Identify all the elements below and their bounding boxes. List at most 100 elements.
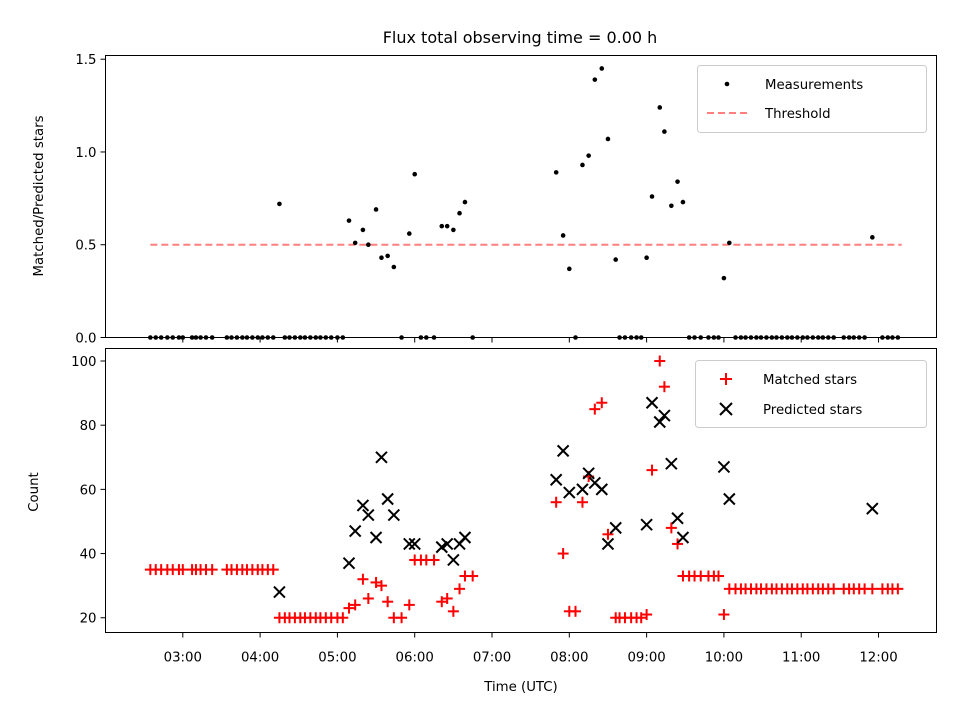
measurement-point (553, 170, 559, 175)
bottom-x-tick-label: 06:00 (396, 651, 434, 666)
legend-label-predicted-stars: Predicted stars (763, 403, 862, 418)
top-y-tick-label: 1.0 (75, 146, 96, 161)
bottom-plot-frame (105, 348, 937, 633)
measurement-point (277, 201, 282, 207)
predicted-star-point (362, 508, 375, 522)
bottom-x-tick-label: 10:00 (705, 651, 743, 666)
top-y-tick-label: 1.5 (75, 53, 96, 68)
matched-star-point (892, 583, 904, 595)
predicted-star-point (348, 524, 362, 538)
predicted-star-point (356, 499, 370, 512)
predicted-star-point (440, 537, 454, 551)
matched-star-point (713, 570, 725, 582)
matched-star-point (654, 355, 666, 367)
measurement-point (366, 242, 371, 248)
top-chart-title: Flux total observing time = 0.00 h (383, 28, 658, 47)
bottom-x-tick-label: 08:00 (550, 651, 588, 666)
matched-star-point (441, 592, 453, 604)
matched-star-point (396, 612, 408, 624)
measurement-point (721, 275, 727, 281)
matched-star-point (576, 496, 588, 508)
measurement-point (649, 194, 655, 199)
top-y-axis-label: Matched/Predicted stars (32, 115, 47, 276)
matched-star-point (428, 554, 440, 566)
legend-label-measurements: Measurements (765, 78, 863, 93)
matched-star-point (454, 583, 466, 595)
predicted-star-point (563, 486, 576, 499)
measurement-point (605, 136, 611, 142)
matched-star-point (718, 609, 730, 621)
predicted-star-point (595, 483, 608, 496)
top-plot-frame (105, 55, 937, 338)
predicted-star-point (723, 492, 736, 506)
legend-marker-predicted-stars (719, 402, 733, 416)
top-legend: Measurements Threshold (697, 65, 927, 133)
measurement-point (462, 199, 468, 205)
matched-star-point (403, 599, 415, 611)
measurement-point (675, 179, 680, 184)
measurement-point (680, 199, 686, 205)
predicted-star-point (458, 531, 472, 544)
measurement-point (599, 66, 605, 71)
bottom-x-tick-label: 04:00 (241, 651, 279, 666)
matched-star-point (357, 573, 369, 585)
measurement-point (451, 227, 456, 233)
predicted-star-point (556, 444, 570, 458)
measurement-point (444, 223, 450, 229)
predicted-star-point (658, 409, 671, 422)
matched-star-point (602, 528, 614, 540)
predicted-star-point (387, 508, 401, 522)
measurement-point (662, 129, 667, 134)
bottom-y-tick-label: 80 (80, 419, 97, 434)
predicted-star-point (665, 457, 678, 470)
matched-star-point (596, 397, 608, 409)
matched-star-point (672, 538, 684, 550)
top-plot-data (148, 66, 902, 340)
predicted-star-point (342, 556, 356, 570)
top-plot-flux-ratio: 0.0 0.5 1.0 1.5 Matched/Predicted stars Mea… (32, 53, 937, 347)
bottom-y-axis-label: Count (27, 472, 42, 512)
bottom-plot-x-axis: 03:00 04:00 05:00 06:00 07:00 08:00 09:00 10:00… (164, 632, 898, 666)
top-y-tick-label: 0.0 (75, 332, 96, 347)
bottom-plot-star-counts: 20 40 60 80 100 03:00 04:00 05:00 06:00 07:00 08:… (27, 348, 937, 695)
measurement-point (560, 233, 566, 238)
predicted-star-point (609, 521, 622, 535)
legend-label-matched-stars: Matched stars (763, 373, 857, 388)
matched-star-point (206, 564, 218, 576)
predicted-star-point (640, 518, 653, 531)
bottom-y-tick-label: 100 (71, 355, 96, 370)
matched-star-point (375, 580, 387, 592)
bottom-y-tick-label: 60 (80, 483, 97, 498)
measurement-point (613, 257, 618, 262)
matched-star-point (557, 548, 569, 560)
predicted-star-point (273, 585, 286, 599)
bottom-y-tick-label: 40 (80, 548, 97, 563)
bottom-x-axis-label: Time (UTC) (483, 680, 558, 695)
predicted-star-point (408, 537, 421, 551)
bottom-legend-frame (695, 360, 927, 428)
predicted-star-point (576, 483, 589, 496)
matched-star-point (267, 564, 279, 576)
predicted-star-point (549, 473, 563, 486)
bottom-legend: Matched stars Predicted stars (695, 360, 927, 428)
predicted-star-point (653, 415, 666, 429)
predicted-star-point (866, 502, 879, 515)
measurement-point (592, 77, 598, 82)
predicted-star-point (601, 537, 615, 551)
measurement-point (406, 231, 412, 236)
measurement-point (457, 210, 462, 216)
matched-star-point (665, 522, 677, 534)
measurement-point (379, 255, 384, 261)
legend-label-threshold: Threshold (764, 107, 831, 122)
predicted-star-point (676, 531, 690, 544)
bottom-x-tick-label: 12:00 (859, 651, 897, 666)
matched-star-point (343, 602, 355, 614)
predicted-star-point (381, 492, 394, 506)
measurement-point (412, 171, 418, 177)
matched-star-point (447, 605, 459, 617)
measurement-point (644, 255, 649, 261)
bottom-y-tick-label: 20 (80, 612, 97, 627)
predicted-star-point (403, 537, 416, 551)
matched-star-point (337, 612, 349, 624)
